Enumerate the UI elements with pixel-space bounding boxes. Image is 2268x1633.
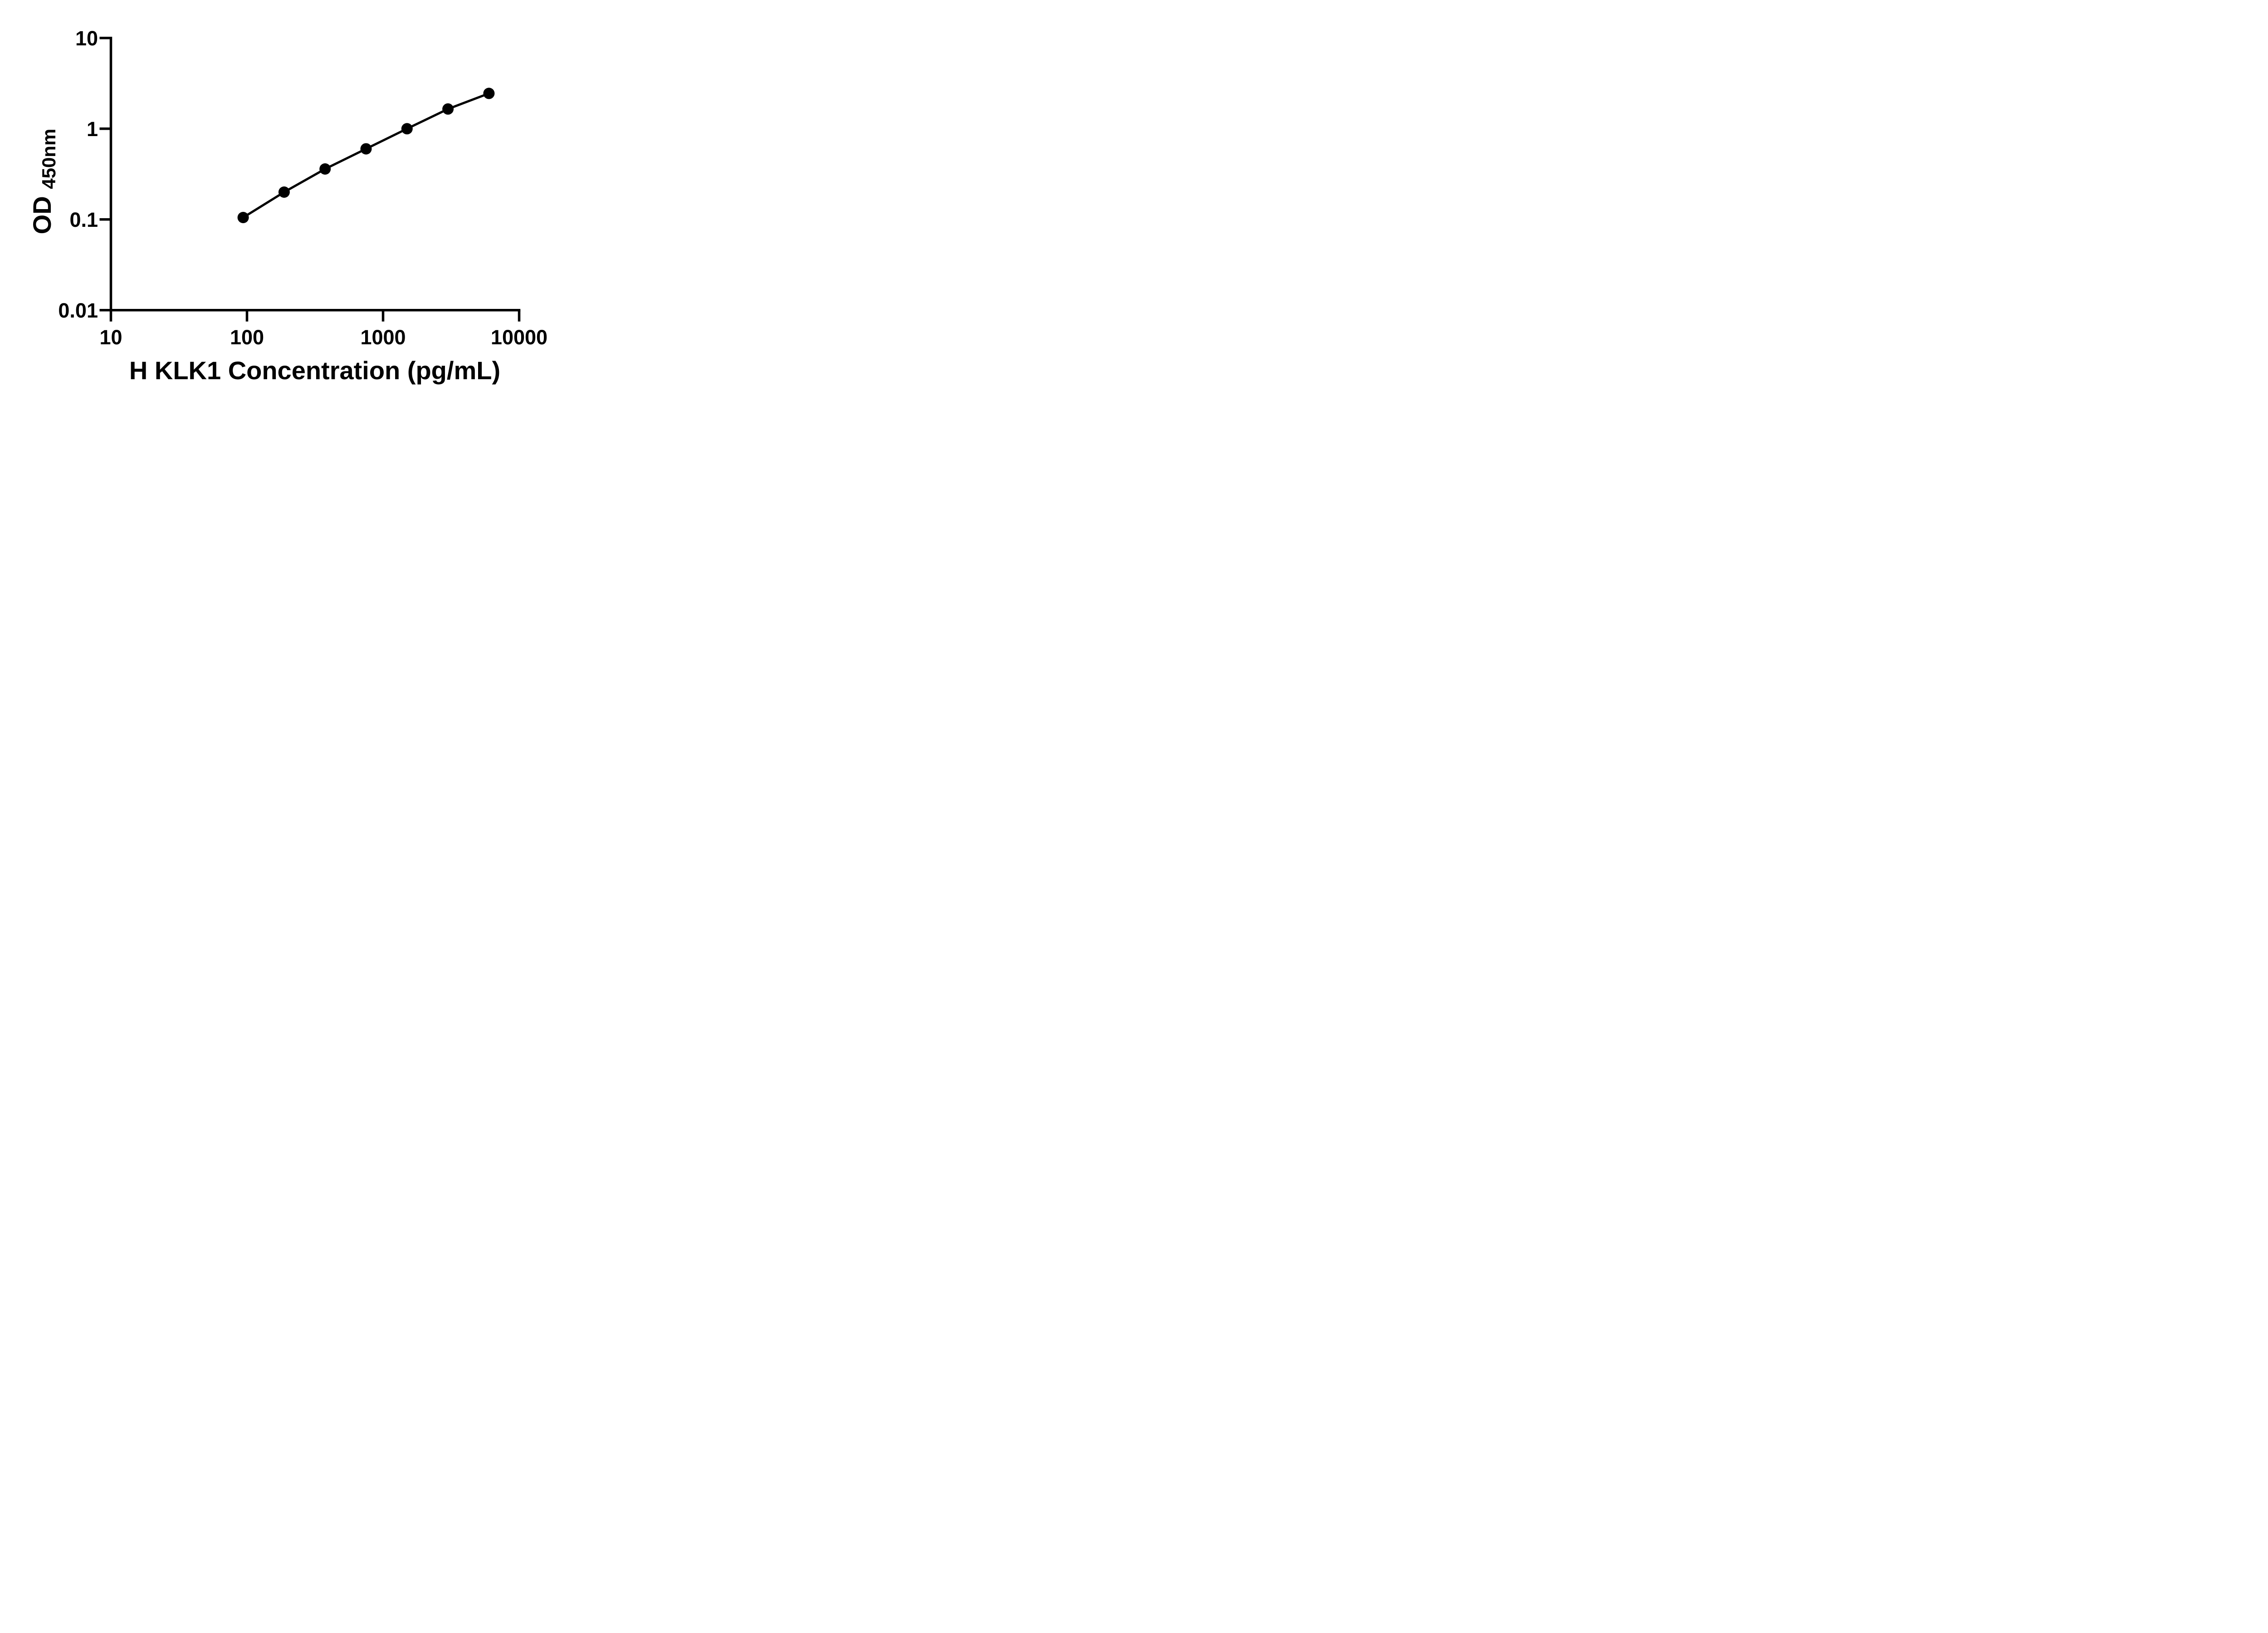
data-point bbox=[360, 143, 372, 155]
standard-curve-chart: 10 100 1000 10000 10 1 0.1 0.01 H KLK1 Concentr… bbox=[28, 27, 547, 385]
y-tick-label: 0.01 bbox=[58, 299, 98, 322]
x-tick-label: 10 bbox=[99, 326, 122, 349]
x-tick-label: 1000 bbox=[360, 326, 406, 349]
y-tick-label: 0.1 bbox=[69, 208, 98, 231]
y-tick-label: 1 bbox=[87, 117, 98, 141]
data-point bbox=[237, 212, 249, 223]
data-point bbox=[319, 163, 331, 175]
data-point bbox=[278, 186, 290, 198]
y-axis-title: OD 450nm bbox=[28, 129, 59, 235]
tick-labels: 10 100 1000 10000 10 1 0.1 0.01 bbox=[58, 27, 547, 349]
tick-marks bbox=[99, 37, 521, 322]
x-tick-label: 10000 bbox=[491, 326, 547, 349]
y-tick-label: 10 bbox=[75, 27, 98, 50]
data-point bbox=[483, 88, 495, 99]
chart-page: 10 100 1000 10000 10 1 0.1 0.01 H KLK1 Concentr… bbox=[0, 0, 582, 408]
y-axis-title-subscript: 450nm bbox=[38, 129, 59, 189]
x-axis-title: H KLK1 Concentration (pg/mL) bbox=[129, 356, 500, 385]
data-point bbox=[401, 123, 413, 135]
data-point bbox=[442, 103, 454, 115]
data-series bbox=[237, 88, 495, 223]
y-axis-title-main: OD bbox=[28, 196, 56, 234]
x-tick-label: 100 bbox=[230, 326, 264, 349]
